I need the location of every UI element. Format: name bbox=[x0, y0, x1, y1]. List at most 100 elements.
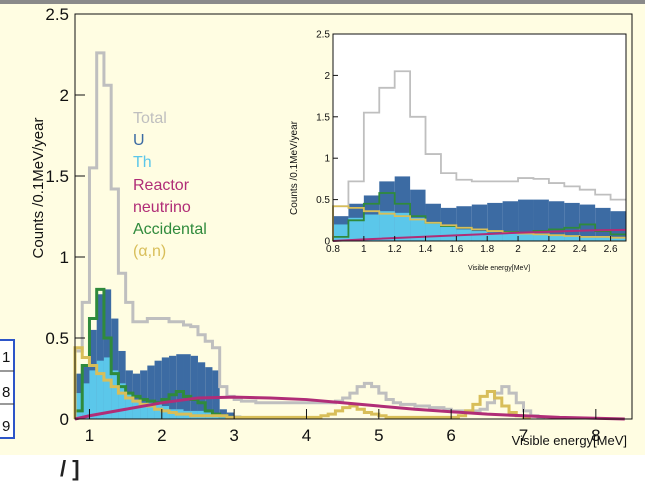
x-tick-label: 7 bbox=[519, 426, 528, 445]
y-tick-label: 1 bbox=[324, 154, 330, 165]
plot-frame bbox=[332, 33, 627, 242]
y-tick-label: 0.5 bbox=[45, 329, 69, 348]
histogram-bin-u bbox=[96, 294, 104, 419]
x-tick-label: 2.6 bbox=[604, 244, 618, 255]
legend: Total U Th Reactor neutrino Accidental (… bbox=[133, 110, 207, 260]
x-tick-label: 2 bbox=[515, 244, 521, 255]
histogram-bin-th bbox=[564, 236, 580, 241]
histogram-line-accidental bbox=[73, 287, 235, 419]
y-tick-label: 2.5 bbox=[45, 5, 69, 24]
histogram-bin-th bbox=[333, 224, 349, 241]
histogram-bin-u bbox=[154, 360, 162, 419]
histogram-bin-th bbox=[548, 235, 565, 241]
legend-neutrino: neutrino bbox=[133, 199, 191, 216]
histogram-bin-u bbox=[212, 370, 220, 419]
histogram-bin-th bbox=[147, 402, 155, 419]
histogram-bin-th bbox=[518, 233, 534, 241]
histogram-bin-u bbox=[595, 207, 611, 241]
x-tick-label: 1.4 bbox=[419, 244, 433, 255]
histogram-bin-th bbox=[579, 236, 596, 241]
y-axis-label: Counts /0.1MeV/year bbox=[30, 118, 47, 259]
histogram-bin-u bbox=[610, 211, 626, 241]
histogram-bin-u bbox=[579, 204, 596, 241]
legend-u: U bbox=[133, 132, 145, 149]
x-tick-label: 1 bbox=[361, 244, 367, 255]
histogram-bin-u bbox=[169, 355, 177, 419]
histogram-bin-th bbox=[140, 402, 148, 419]
histogram-bin-th bbox=[169, 409, 177, 419]
histogram-bin-th bbox=[425, 222, 441, 241]
histogram-bin-th bbox=[219, 415, 227, 419]
histogram-bin-th bbox=[96, 360, 104, 419]
side-table-fragment: 1 8 9 bbox=[0, 339, 15, 439]
x-tick-label: 2 bbox=[157, 426, 166, 445]
side-table-frame bbox=[0, 339, 15, 439]
x-tick-label: 0.8 bbox=[326, 244, 340, 255]
x-tick-label: 4 bbox=[302, 426, 311, 445]
legend-alpha-n: (α,n) bbox=[133, 243, 166, 260]
y-tick-label: 1 bbox=[60, 248, 69, 267]
histogram-bin-th bbox=[89, 370, 97, 419]
x-tick-label: 1 bbox=[85, 426, 94, 445]
histogram-bin-u bbox=[140, 370, 148, 419]
histogram-bin-u bbox=[161, 357, 170, 419]
y-tick-label: 1.5 bbox=[316, 112, 330, 123]
side-table-cell: 1 bbox=[2, 349, 10, 366]
x-tick-label: 1.6 bbox=[449, 244, 463, 255]
inset-y-axis-label: Counts /0.1MeV/year bbox=[289, 120, 300, 215]
histogram-bin-th bbox=[394, 212, 411, 241]
histogram-bin-u bbox=[176, 354, 184, 419]
bottom-text-fragment: / ] bbox=[60, 456, 80, 481]
histogram-bin-th bbox=[348, 217, 364, 241]
inset-x-axis-label: Visible energy[MeV] bbox=[468, 265, 530, 272]
legend-th: Th bbox=[133, 154, 152, 171]
histogram-bin-u bbox=[226, 412, 235, 419]
histogram-bin-u bbox=[518, 199, 534, 241]
histogram-bin-th bbox=[440, 226, 457, 241]
x-tick-label: 6 bbox=[446, 426, 455, 445]
y-tick-label: 2 bbox=[60, 86, 69, 105]
histogram-bin-th bbox=[154, 404, 162, 419]
histogram-bin-th bbox=[111, 370, 119, 419]
histogram-bin-th bbox=[118, 383, 126, 419]
histogram-bin-u bbox=[111, 318, 119, 419]
histogram-bin-u bbox=[103, 289, 112, 419]
histogram-bin-u bbox=[205, 367, 213, 419]
main-histograms bbox=[73, 51, 625, 421]
histogram-bin-th bbox=[471, 231, 488, 241]
inset-histograms bbox=[332, 34, 627, 242]
histogram-line-total bbox=[73, 51, 546, 419]
plot-frame bbox=[74, 13, 633, 420]
reactor-neutrino-curve bbox=[332, 228, 627, 242]
histogram-bin-th bbox=[125, 393, 133, 419]
legend-total: Total bbox=[133, 110, 167, 127]
main-plot: 1 2 3 4 5 6 7 8 0 0.5 1 1.5 2 2.5 Counts /0.1MeV/year… bbox=[30, 5, 633, 448]
histogram-bin-th bbox=[410, 217, 426, 241]
main-axes: 1 2 3 4 5 6 7 8 0 0.5 1 1.5 2 2.5 bbox=[45, 5, 633, 445]
y-tick-label: 2 bbox=[324, 71, 330, 82]
histogram-bin-th bbox=[502, 232, 519, 241]
x-tick-label: 1.2 bbox=[388, 244, 402, 255]
histogram-bin-th bbox=[379, 211, 395, 241]
y-tick-label: 1.5 bbox=[45, 167, 69, 186]
histogram-bin-th bbox=[363, 214, 380, 241]
x-tick-label: 2.4 bbox=[573, 244, 587, 255]
x-tick-label: 3 bbox=[229, 426, 238, 445]
histogram-bin-th bbox=[132, 399, 141, 419]
histogram-bin-th bbox=[610, 237, 626, 241]
side-table-cell: 8 bbox=[2, 384, 10, 401]
histogram-line-n bbox=[332, 205, 626, 241]
top-scanned-border bbox=[0, 0, 645, 4]
histogram-bin-th bbox=[75, 393, 83, 419]
histogram-line-n bbox=[73, 346, 531, 419]
x-tick-label: 5 bbox=[374, 426, 383, 445]
histogram-bin-u bbox=[219, 409, 227, 419]
histogram-bin-u bbox=[190, 355, 198, 419]
reactor-neutrino-curve bbox=[74, 395, 625, 421]
x-tick-label: 8 bbox=[591, 426, 600, 445]
side-table-cell: 9 bbox=[2, 418, 10, 435]
histogram-bin-u bbox=[197, 362, 206, 419]
histogram-bin-th bbox=[82, 383, 90, 419]
